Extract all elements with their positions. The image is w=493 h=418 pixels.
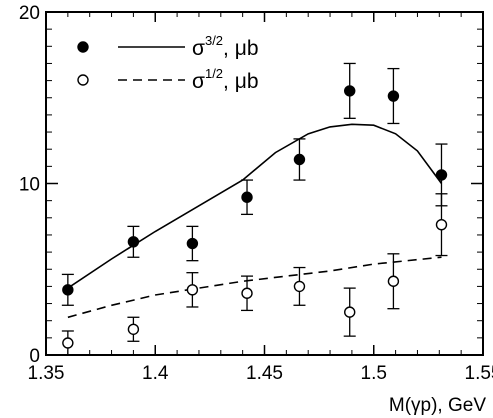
y-tick-label: 0 xyxy=(29,346,40,367)
x-tick-label: 1.45 xyxy=(246,363,283,384)
tick-marks xyxy=(45,11,484,356)
data-point-open xyxy=(186,284,199,296)
data-point-open xyxy=(387,275,400,287)
data-point-open xyxy=(127,323,140,335)
legend-marker-filled xyxy=(77,41,89,53)
data-point-filled xyxy=(186,237,199,250)
data-point-filled xyxy=(241,191,253,203)
y-tick-label: 20 xyxy=(19,3,40,24)
plot-frame xyxy=(45,11,484,356)
legend-label: σ3/2, μb xyxy=(192,33,259,60)
legend-marker-open xyxy=(77,74,89,86)
data-point-filled xyxy=(62,284,74,296)
fit-curve-dashed xyxy=(67,256,442,319)
x-tick-label: 1.35 xyxy=(28,363,65,384)
data-point-open xyxy=(62,337,74,349)
x-tick-label: 1.5 xyxy=(361,363,387,384)
legend-label: σ1/2, μb xyxy=(192,66,259,93)
tick-labels: 1.35 1.4 1.45 1.5 1.55 0 10 20 xyxy=(19,3,493,384)
fit-curve-solid xyxy=(67,123,443,289)
data-point-filled xyxy=(293,153,306,166)
y-tick-label: 10 xyxy=(19,175,40,196)
data-points xyxy=(62,85,448,349)
data-point-filled xyxy=(387,90,400,102)
legend: σ3/2, μb σ1/2, μb xyxy=(77,33,259,93)
x-tick-label: 1.55 xyxy=(465,363,493,384)
data-point-open xyxy=(344,306,356,318)
x-axis-title: M(γp), GeV xyxy=(389,395,486,416)
error-bars xyxy=(61,62,448,356)
x-tick-label: 1.4 xyxy=(142,363,169,384)
data-point-open xyxy=(241,287,253,299)
data-point-open xyxy=(293,280,306,293)
fit-curves xyxy=(67,123,443,319)
data-point-filled xyxy=(435,169,448,181)
data-point-filled xyxy=(127,236,140,248)
data-point-filled xyxy=(344,85,356,97)
data-point-open xyxy=(435,218,448,231)
